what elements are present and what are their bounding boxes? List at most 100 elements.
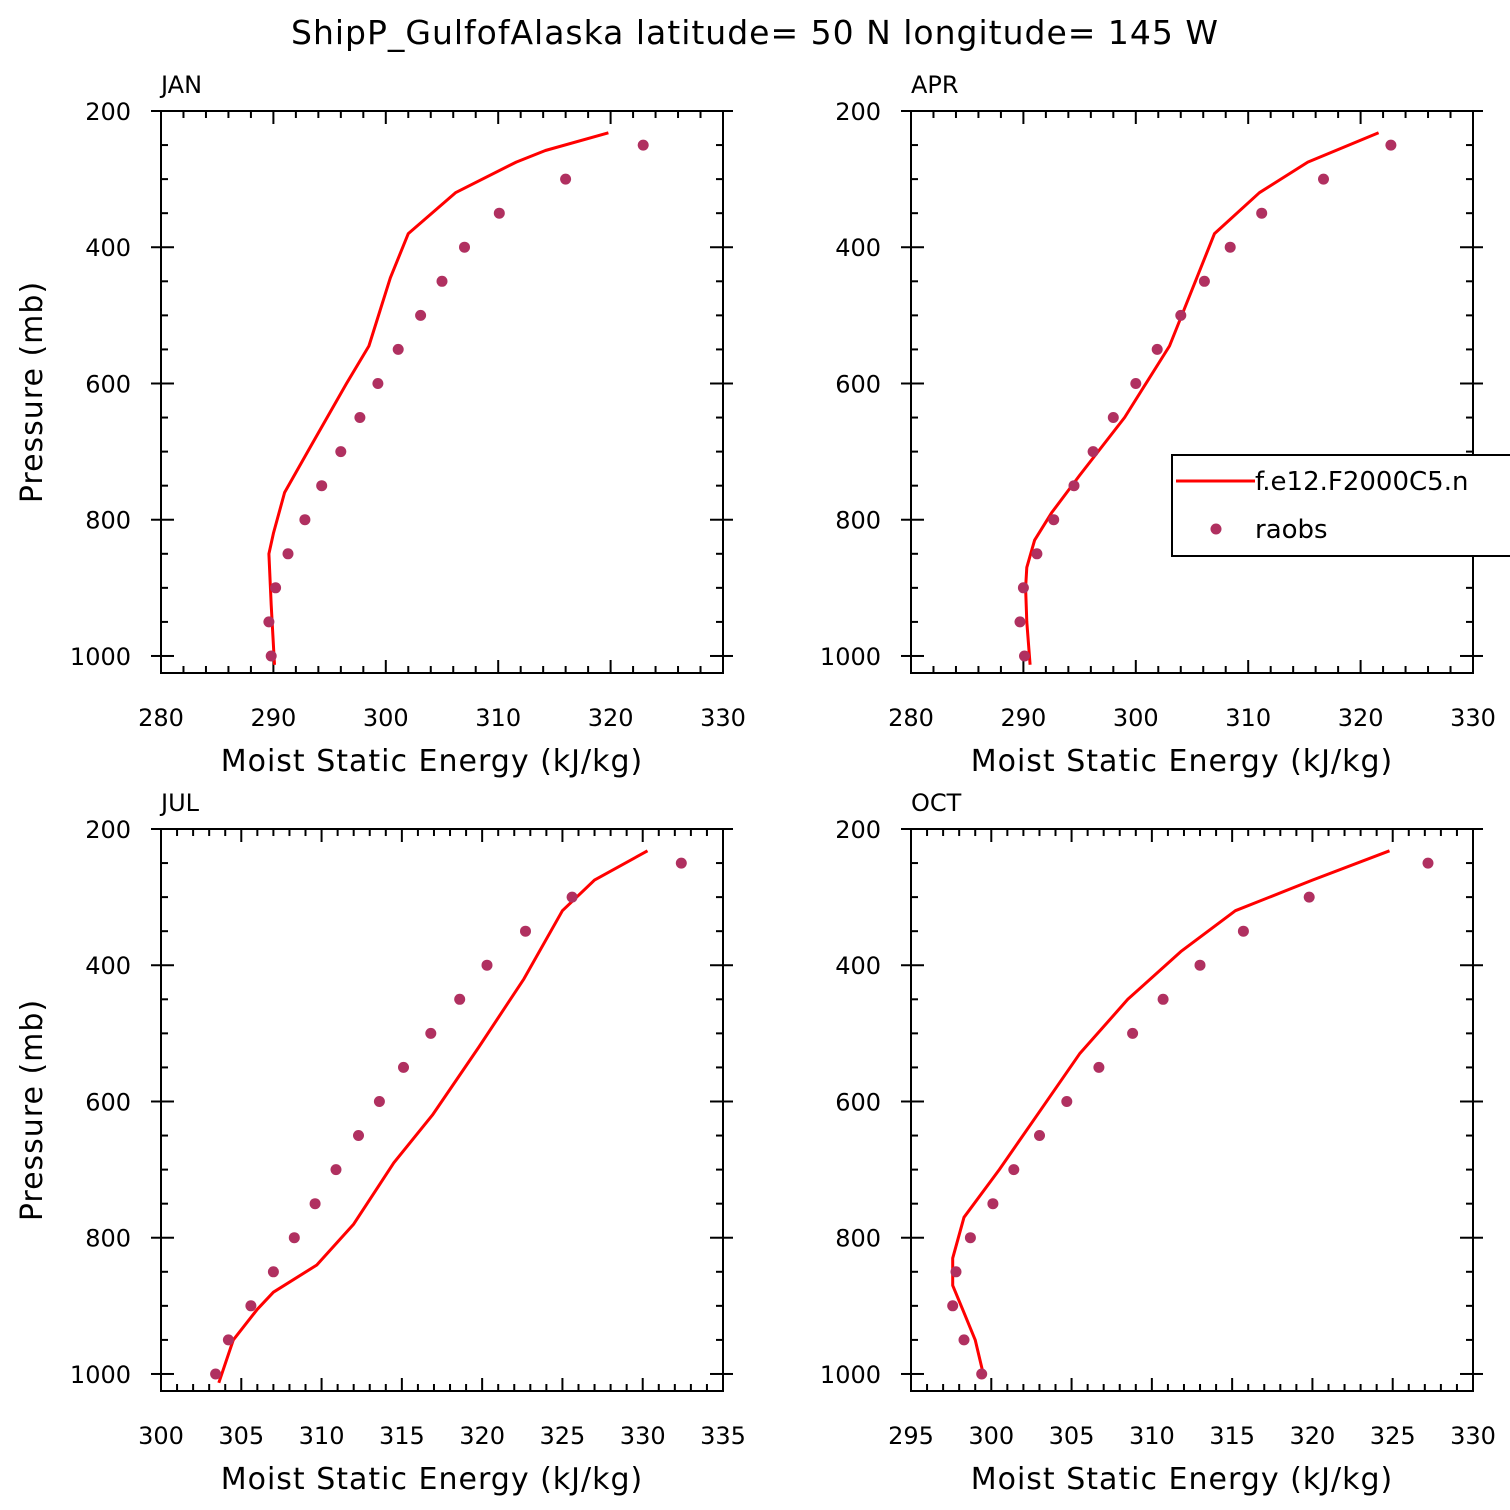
y-tick-label: 400 bbox=[835, 952, 881, 980]
obs-point bbox=[1130, 378, 1142, 389]
y-tick-label: 600 bbox=[835, 370, 881, 398]
x-axis-title: Moist Static Energy (kJ/kg) bbox=[971, 1462, 1394, 1497]
x-tick-label: 290 bbox=[250, 704, 296, 732]
x-tick-label: 310 bbox=[299, 1422, 345, 1450]
plot-frame bbox=[910, 110, 1474, 674]
panel-label: APR bbox=[911, 71, 959, 99]
obs-point bbox=[1157, 993, 1169, 1005]
obs-point bbox=[958, 1334, 970, 1346]
obs-point bbox=[987, 1198, 999, 1210]
x-tick-label: 320 bbox=[1290, 1422, 1336, 1450]
x-tick-label: 330 bbox=[1450, 1422, 1496, 1450]
obs-point bbox=[335, 446, 347, 458]
x-tick-label: 335 bbox=[700, 1422, 746, 1450]
y-tick-label: 1000 bbox=[820, 643, 881, 671]
y-tick-label: 600 bbox=[85, 1088, 131, 1116]
obs-point bbox=[299, 514, 311, 526]
x-tick-label: 305 bbox=[218, 1422, 264, 1450]
x-axis-title: Moist Static Energy (kJ/kg) bbox=[221, 744, 644, 779]
obs-point bbox=[373, 1096, 385, 1107]
obs-point bbox=[265, 650, 277, 662]
obs-point bbox=[964, 1232, 976, 1244]
obs-point bbox=[950, 1266, 962, 1278]
y-tick-label: 400 bbox=[835, 234, 881, 262]
obs-point bbox=[1048, 514, 1060, 526]
obs-point bbox=[1237, 925, 1249, 937]
obs-point bbox=[976, 1368, 988, 1380]
x-tick-label: 300 bbox=[363, 704, 409, 732]
y-tick-label: 1000 bbox=[70, 1361, 131, 1389]
panel-label: OCT bbox=[911, 789, 962, 817]
obs-point bbox=[1008, 1164, 1020, 1176]
panel-oct: 295 300 305 310 315 320 325 330 200 400 600 800 1000… bbox=[820, 789, 1496, 1497]
plot-frame bbox=[160, 110, 724, 674]
x-tick-label: 310 bbox=[475, 704, 521, 732]
obs-point bbox=[560, 173, 572, 185]
y-tick-label: 200 bbox=[85, 98, 131, 126]
y-tick-label: 600 bbox=[85, 370, 131, 398]
obs-point bbox=[493, 207, 505, 219]
x-tick-label: 330 bbox=[620, 1422, 666, 1450]
x-tick-label: 280 bbox=[138, 704, 184, 732]
obs-point bbox=[222, 1334, 234, 1346]
x-tick-label: 300 bbox=[1113, 704, 1159, 732]
obs-point bbox=[1107, 412, 1119, 423]
y-tick-label: 800 bbox=[85, 507, 131, 535]
x-axis-title: Moist Static Energy (kJ/kg) bbox=[971, 744, 1394, 779]
obs-point bbox=[425, 1027, 437, 1039]
y-tick-label: 400 bbox=[85, 234, 131, 262]
obs-point bbox=[1318, 173, 1329, 185]
x-tick-label: 325 bbox=[540, 1422, 586, 1450]
obs-point bbox=[1303, 891, 1315, 903]
x-tick-label: 320 bbox=[1338, 704, 1384, 732]
obs-point bbox=[675, 857, 687, 869]
x-tick-label: 300 bbox=[968, 1422, 1014, 1450]
obs-point bbox=[566, 891, 578, 903]
x-tick-label: 330 bbox=[700, 704, 746, 732]
obs-point bbox=[1198, 275, 1210, 287]
obs-point bbox=[1127, 1027, 1139, 1039]
y-tick-label: 200 bbox=[835, 98, 881, 126]
y-tick-label: 200 bbox=[85, 816, 131, 844]
obs-point bbox=[1256, 207, 1268, 219]
obs-point bbox=[1068, 480, 1080, 492]
plot-frame bbox=[910, 828, 1474, 1392]
x-tick-label: 295 bbox=[888, 1422, 934, 1450]
obs-point bbox=[415, 309, 427, 321]
legend-obs-label: raobs bbox=[1255, 515, 1328, 545]
y-tick-label: 1000 bbox=[70, 643, 131, 671]
obs-point bbox=[330, 1164, 342, 1176]
obs-point bbox=[1422, 857, 1434, 869]
x-tick-label: 310 bbox=[1129, 1422, 1175, 1450]
obs-point bbox=[270, 582, 282, 594]
x-tick-label: 305 bbox=[1049, 1422, 1095, 1450]
plot-frame bbox=[160, 828, 724, 1392]
obs-point bbox=[1194, 959, 1206, 971]
obs-point bbox=[245, 1300, 257, 1312]
obs-point bbox=[454, 993, 466, 1005]
x-tick-label: 310 bbox=[1225, 704, 1271, 732]
legend-obs-marker bbox=[1210, 523, 1222, 535]
obs-point bbox=[459, 241, 470, 253]
y-tick-label: 800 bbox=[835, 507, 881, 535]
y-tick-label: 200 bbox=[835, 816, 881, 844]
x-tick-label: 315 bbox=[1209, 1422, 1255, 1450]
obs-point bbox=[353, 1130, 364, 1141]
obs-point bbox=[1151, 343, 1163, 355]
legend-model-label: f.e12.F2000C5.n bbox=[1255, 467, 1468, 497]
y-tick-label: 800 bbox=[85, 1225, 131, 1253]
obs-point bbox=[267, 1266, 279, 1278]
x-tick-label: 280 bbox=[888, 704, 934, 732]
obs-point bbox=[947, 1300, 959, 1312]
obs-point bbox=[1034, 1130, 1045, 1141]
obs-point bbox=[1385, 139, 1397, 151]
y-tick-label: 600 bbox=[835, 1088, 881, 1116]
model-series-line bbox=[1024, 131, 1380, 665]
panel-label: JUL bbox=[159, 789, 200, 817]
obs-point bbox=[392, 343, 404, 355]
y-axis-title: Pressure (mb) bbox=[15, 999, 50, 1221]
x-tick-label: 300 bbox=[138, 1422, 184, 1450]
y-tick-label: 400 bbox=[85, 952, 131, 980]
y-tick-label: 1000 bbox=[820, 1361, 881, 1389]
obs-point bbox=[1224, 241, 1236, 253]
